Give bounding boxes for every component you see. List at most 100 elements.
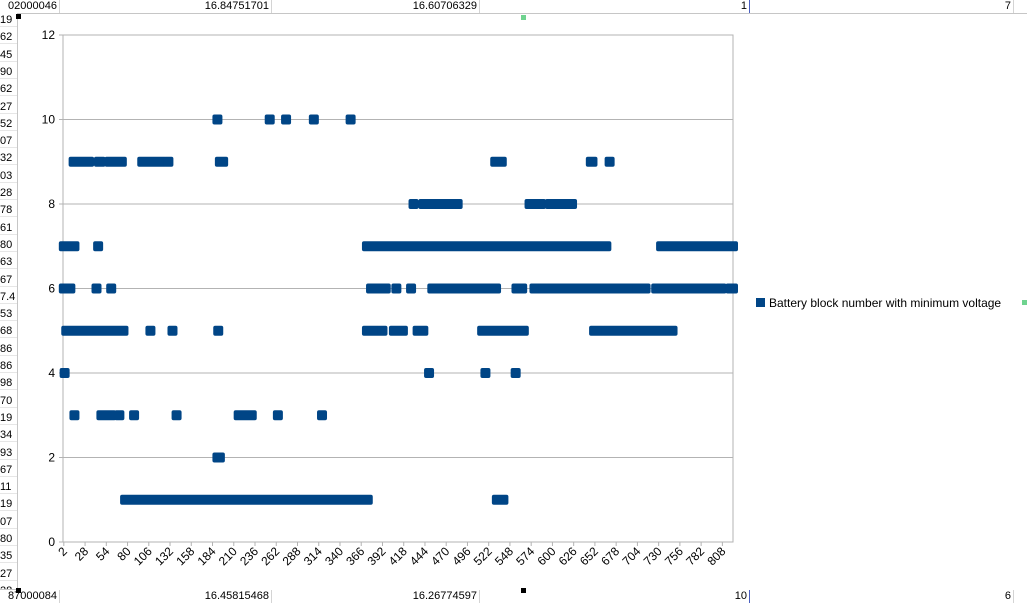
y-tick-label: 4: [48, 366, 55, 380]
row-fragment[interactable]: 63: [0, 255, 17, 270]
cell-bottom-d[interactable]: 10: [480, 590, 750, 603]
row-fragment[interactable]: 67: [0, 463, 17, 477]
data-point: [511, 283, 528, 294]
data-point: [391, 283, 402, 294]
row-fragment[interactable]: 32: [0, 151, 17, 166]
chart-object[interactable]: 0 2 4 6 8 10 12 2 28 54 80 106 132 158 184 210 236 262 28…: [18, 15, 1027, 590]
row-fragment[interactable]: 34: [0, 428, 17, 443]
data-point: [91, 283, 102, 294]
row-fragment[interactable]: 27: [0, 100, 17, 114]
data-point: [345, 114, 356, 125]
cell-top-e[interactable]: 7: [750, 0, 1014, 13]
row-fragment[interactable]: 70: [0, 394, 17, 408]
row-fragment[interactable]: 62: [0, 82, 17, 97]
x-tick-label: 366: [343, 544, 367, 568]
row-fragment[interactable]: 45: [0, 48, 17, 62]
row-fragment[interactable]: 86: [0, 342, 17, 356]
row-fragment[interactable]: 80: [0, 532, 17, 546]
data-point: [163, 156, 174, 167]
row-fragment[interactable]: 93: [0, 446, 17, 460]
selection-handle[interactable]: [521, 15, 526, 20]
y-tick-label: 6: [48, 282, 55, 296]
row-fragment[interactable]: 07: [0, 515, 17, 529]
selection-handle[interactable]: [16, 588, 21, 593]
row-fragment[interactable]: 68: [0, 324, 17, 339]
data-point: [69, 410, 80, 421]
x-tick-label: 730: [641, 544, 665, 568]
row-fragment[interactable]: 90: [0, 65, 17, 79]
row-fragment[interactable]: 35: [0, 549, 17, 564]
y-tick-label: 2: [48, 451, 55, 465]
row-fragment[interactable]: 19: [0, 497, 17, 512]
x-tick-label: 158: [173, 544, 197, 568]
row-fragment[interactable]: 7.4: [0, 290, 17, 304]
data-point: [510, 368, 521, 378]
selection-handle[interactable]: [16, 14, 21, 19]
data-point: [308, 114, 319, 125]
row-fragment[interactable]: 27: [0, 567, 17, 581]
x-tick-label: 808: [704, 544, 728, 568]
data-point: [408, 199, 419, 209]
row-fragment[interactable]: 07: [0, 134, 17, 149]
data-point: [93, 241, 104, 252]
cell-top-c[interactable]: 16.60706329: [272, 0, 480, 13]
spreadsheet-bottom-row: 87000084 16.45815468 16.26774597 10 6: [0, 589, 1027, 603]
data-point: [412, 325, 429, 336]
data-point: [106, 283, 117, 294]
data-point: [96, 410, 117, 421]
selection-handle[interactable]: [521, 588, 526, 593]
data-point: [601, 325, 678, 336]
cell-bottom-c[interactable]: 16.26774597: [272, 590, 480, 603]
data-point: [212, 452, 225, 463]
row-fragment[interactable]: 61: [0, 221, 17, 235]
data-point: [145, 325, 156, 336]
row-fragment[interactable]: 28: [0, 584, 17, 589]
row-fragment[interactable]: 62: [0, 30, 17, 45]
cell-top-b[interactable]: 16.84751701: [60, 0, 272, 13]
cell-top-a[interactable]: 02000046: [0, 0, 60, 13]
x-tick-label: 756: [662, 544, 686, 568]
data-point: [388, 325, 408, 336]
x-tick-label: 236: [237, 544, 261, 568]
x-tick-label: 678: [598, 544, 622, 568]
selection-handle[interactable]: [1022, 300, 1027, 305]
data-point: [272, 410, 283, 421]
row-fragment[interactable]: 86: [0, 359, 17, 373]
data-point: [585, 156, 598, 167]
cell-bottom-b[interactable]: 16.45815468: [60, 590, 272, 603]
y-tick-labels: 0 2 4 6 8 10 12: [42, 28, 56, 549]
x-tick-label: 704: [619, 544, 643, 568]
row-fragment[interactable]: 28: [0, 186, 17, 200]
x-tick-label: 132: [152, 544, 176, 568]
x-tick-label: 548: [492, 544, 516, 568]
spreadsheet-top-row: 02000046 16.84751701 16.60706329 1 7: [0, 0, 1027, 14]
x-tick-label: 392: [365, 544, 389, 568]
data-point: [104, 156, 127, 167]
row-fragment[interactable]: 11: [0, 480, 17, 495]
cell-bottom-a[interactable]: 87000084: [0, 590, 60, 603]
y-tick-label: 10: [42, 113, 56, 127]
x-tick-label: 574: [513, 544, 537, 568]
row-fragment[interactable]: 19: [0, 411, 17, 425]
data-point: [490, 156, 507, 167]
cell-top-d[interactable]: 1: [480, 0, 750, 13]
row-fragment[interactable]: 19: [0, 13, 17, 27]
row-fragment[interactable]: 53: [0, 307, 17, 322]
row-fragment[interactable]: 80: [0, 238, 17, 252]
row-fragment[interactable]: 98: [0, 376, 17, 391]
legend: Battery block number with minimum voltag…: [756, 296, 1001, 310]
x-tick-label: 600: [534, 544, 558, 568]
data-point: [427, 283, 502, 294]
row-fragment[interactable]: 52: [0, 117, 17, 131]
data-point: [167, 325, 178, 336]
x-tick-label: 444: [407, 544, 431, 568]
x-tick-label: 418: [386, 544, 410, 568]
data-point: [366, 283, 391, 294]
row-fragment[interactable]: 78: [0, 203, 17, 218]
row-fragment[interactable]: 67: [0, 273, 17, 287]
cell-bottom-e[interactable]: 6: [750, 590, 1014, 603]
data-point: [604, 156, 615, 167]
legend-swatch: [756, 298, 765, 307]
row-fragment[interactable]: 03: [0, 169, 17, 183]
y-tick-label: 0: [48, 535, 55, 549]
